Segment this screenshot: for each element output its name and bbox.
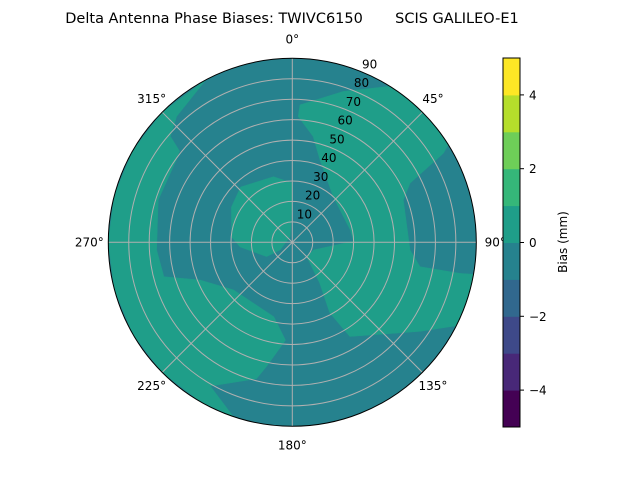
angular-tick-label: 135° <box>419 379 448 393</box>
angular-tick-label: 0° <box>285 32 299 46</box>
colorbar-tick-label: −2 <box>529 310 547 324</box>
colorbar-tick-label: 2 <box>529 162 537 176</box>
colorbar-band <box>503 242 520 280</box>
radial-tick-label: 90 <box>362 57 377 71</box>
radial-tick-label: 40 <box>321 151 336 165</box>
radial-tick-label: 80 <box>354 76 369 90</box>
angular-gridline <box>291 241 423 373</box>
radial-tick-label: 10 <box>297 207 312 221</box>
angular-tick-label: 45° <box>422 92 443 106</box>
radial-tick-label: 70 <box>346 95 361 109</box>
angular-tick-label: 225° <box>137 379 166 393</box>
colorbar-band <box>503 316 520 354</box>
radial-tick-label: 50 <box>329 132 344 146</box>
colorbar-band <box>503 390 520 428</box>
angular-gridline <box>161 241 293 373</box>
colorbar-tick-label: 0 <box>529 236 537 250</box>
radial-tick-label: 60 <box>338 114 353 128</box>
colorbar-band <box>503 353 520 391</box>
colorbar-band <box>503 205 520 243</box>
colorbar-band <box>503 168 520 207</box>
colorbar-tick-label: −4 <box>529 384 547 398</box>
colorbar-band <box>503 58 520 96</box>
radial-tick-label: 20 <box>305 189 320 203</box>
angular-tick-label: 90° <box>485 235 506 249</box>
colorbar-band <box>503 279 520 317</box>
colorbar-tick-label: 4 <box>529 88 537 102</box>
angular-gridline <box>161 111 293 243</box>
polar-frame <box>107 57 477 427</box>
angular-tick-label: 315° <box>137 92 166 106</box>
colorbar-band <box>503 94 520 133</box>
colorbar-band <box>503 131 520 170</box>
angular-tick-label: 180° <box>278 438 307 452</box>
colorbar: −4 −2 0 2 4 <box>502 57 547 428</box>
polar-plot-area: 0° 45° 90° 135° 180° 225° 270° 315° 10 20 30 40 50 60… <box>75 32 506 452</box>
colorbar-label: Bias (mm) <box>556 211 570 273</box>
angular-gridline <box>291 111 423 243</box>
chart-title: Delta Antenna Phase Biases: TWIVC6150 SC… <box>65 11 518 27</box>
radial-tick-label: 30 <box>313 170 328 184</box>
angular-tick-label: 270° <box>75 235 104 249</box>
